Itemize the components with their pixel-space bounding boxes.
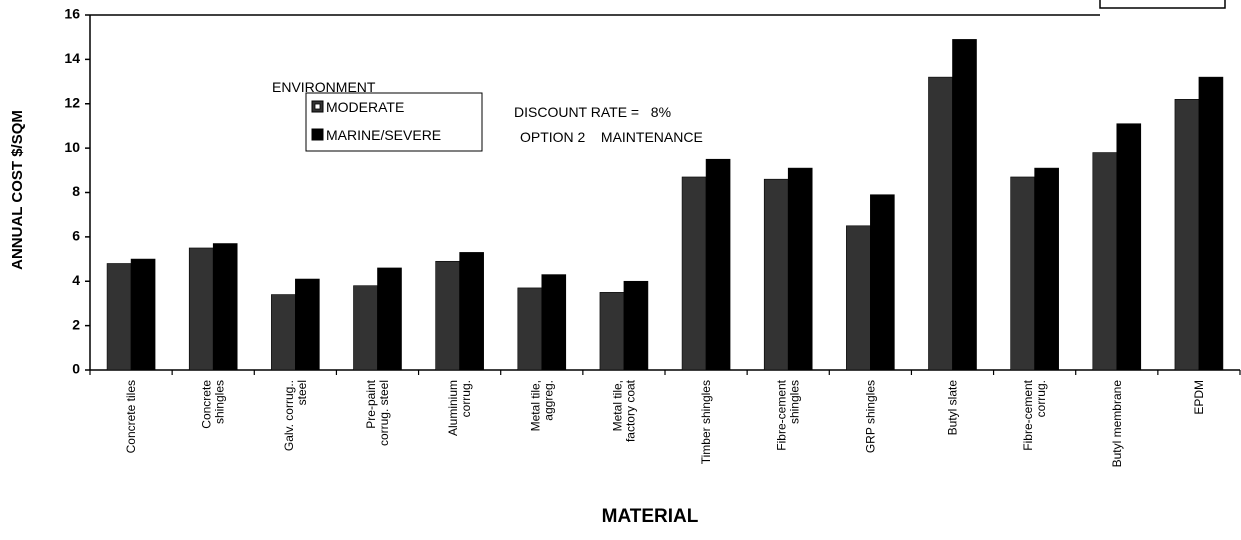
- annotation: DISCOUNT RATE = 8%: [514, 104, 671, 120]
- x-tick-label-line: Butyl membrane: [1110, 380, 1124, 468]
- x-tick-label: GRP shingles: [863, 380, 877, 453]
- x-tick-label-line: corrug.: [459, 380, 473, 417]
- legend-title: ENVIRONMENT: [272, 79, 376, 95]
- x-tick-label-line: Aluminium: [446, 380, 460, 436]
- bar: [599, 292, 625, 371]
- bar: [271, 294, 296, 371]
- y-tick-label: 0: [72, 361, 80, 377]
- x-axis-title: MATERIAL: [602, 506, 699, 527]
- legend-box: [305, 92, 483, 152]
- bar: [1116, 123, 1142, 371]
- legend-swatch: [311, 128, 324, 141]
- bar: [870, 194, 895, 371]
- bar: [106, 263, 132, 371]
- y-tick-label: 12: [64, 94, 80, 110]
- legend-label: MARINE/SEVERE: [326, 127, 441, 143]
- bar: [1092, 152, 1118, 371]
- x-tick-label-line: Fibre-cement: [1021, 379, 1035, 450]
- bar: [787, 167, 813, 371]
- x-tick-label-line: Fibre-cement: [775, 379, 789, 450]
- y-tick-label: 16: [64, 6, 80, 22]
- bar: [459, 252, 484, 371]
- x-tick-label: Fibre-cementcorrug.: [1021, 379, 1048, 450]
- bar: [377, 267, 402, 371]
- x-tick-label-line: EPDM: [1192, 380, 1206, 415]
- bar: [188, 247, 214, 371]
- x-tick-label-line: Pre-paint: [364, 379, 378, 428]
- x-tick-label: Aluminiumcorrug.: [446, 380, 473, 436]
- bar: [1010, 176, 1035, 371]
- bar: [928, 76, 953, 371]
- bar: [541, 274, 567, 371]
- x-tick-label-line: Concrete: [200, 380, 214, 429]
- y-tick-label: 8: [72, 183, 80, 199]
- x-tick-label: Butyl membrane: [1110, 380, 1124, 468]
- x-tick-label-line: aggreg.: [541, 380, 555, 421]
- annotation: OPTION 2 MAINTENANCE: [520, 129, 703, 145]
- bar: [1034, 167, 1059, 371]
- x-tick-label-line: factory coat: [623, 379, 637, 442]
- x-tick-label-line: corrug. steel: [377, 380, 391, 446]
- bar: [353, 285, 378, 371]
- bar: [1198, 76, 1224, 371]
- x-tick-label-line: Metal tile,: [528, 380, 542, 431]
- bar: [681, 176, 707, 371]
- bar: [705, 158, 731, 371]
- x-tick-label: Concreteshingles: [200, 380, 227, 429]
- x-tick-label: Galv. corrug..steel: [282, 380, 309, 451]
- x-tick-label: Fibre-cementshingles: [775, 379, 802, 450]
- x-tick-label-line: Butyl slate: [946, 380, 960, 436]
- x-tick-label-line: shingles: [788, 380, 802, 424]
- bar: [295, 278, 320, 371]
- x-tick-label: Pre-paintcorrug. steel: [364, 379, 391, 446]
- x-tick-label: Butyl slate: [946, 380, 960, 436]
- bar: [952, 39, 977, 371]
- bar: [435, 260, 460, 371]
- x-tick-label-line: Metal tile,: [610, 380, 624, 431]
- bar: [763, 178, 789, 371]
- bar: [517, 287, 543, 371]
- y-tick-label: 4: [72, 272, 80, 288]
- y-tick-label: 14: [64, 50, 80, 66]
- bar: [130, 258, 156, 371]
- x-tick-label-line: Timber shingles: [699, 380, 713, 464]
- y-tick-label: 2: [72, 316, 80, 332]
- legend-label: MODERATE: [326, 99, 404, 115]
- bar: [623, 280, 649, 371]
- y-tick-label: 6: [72, 228, 80, 244]
- y-tick-label: 10: [64, 139, 80, 155]
- bar: [1174, 99, 1200, 371]
- x-tick-label: Concrete tiles: [124, 380, 138, 453]
- x-tick-label-line: shingles: [213, 380, 227, 424]
- x-tick-label-line: steel: [295, 380, 309, 405]
- bar: [846, 225, 871, 371]
- legend-swatch-inner: [314, 103, 321, 110]
- x-tick-label: Timber shingles: [699, 380, 713, 464]
- y-axis-title: ANNUAL COST $/SQM: [9, 110, 26, 270]
- x-tick-label-line: Galv. corrug..: [282, 380, 296, 451]
- x-tick-label: Metal tile,factory coat: [610, 379, 637, 442]
- x-tick-label: Metal tile,aggreg.: [528, 380, 555, 431]
- bar: [212, 243, 238, 371]
- x-tick-label-line: GRP shingles: [863, 380, 877, 453]
- x-tick-label-line: corrug.: [1034, 380, 1048, 417]
- frame-box: [1099, 0, 1226, 9]
- x-tick-label: EPDM: [1192, 380, 1206, 415]
- x-tick-label-line: Concrete tiles: [124, 380, 138, 453]
